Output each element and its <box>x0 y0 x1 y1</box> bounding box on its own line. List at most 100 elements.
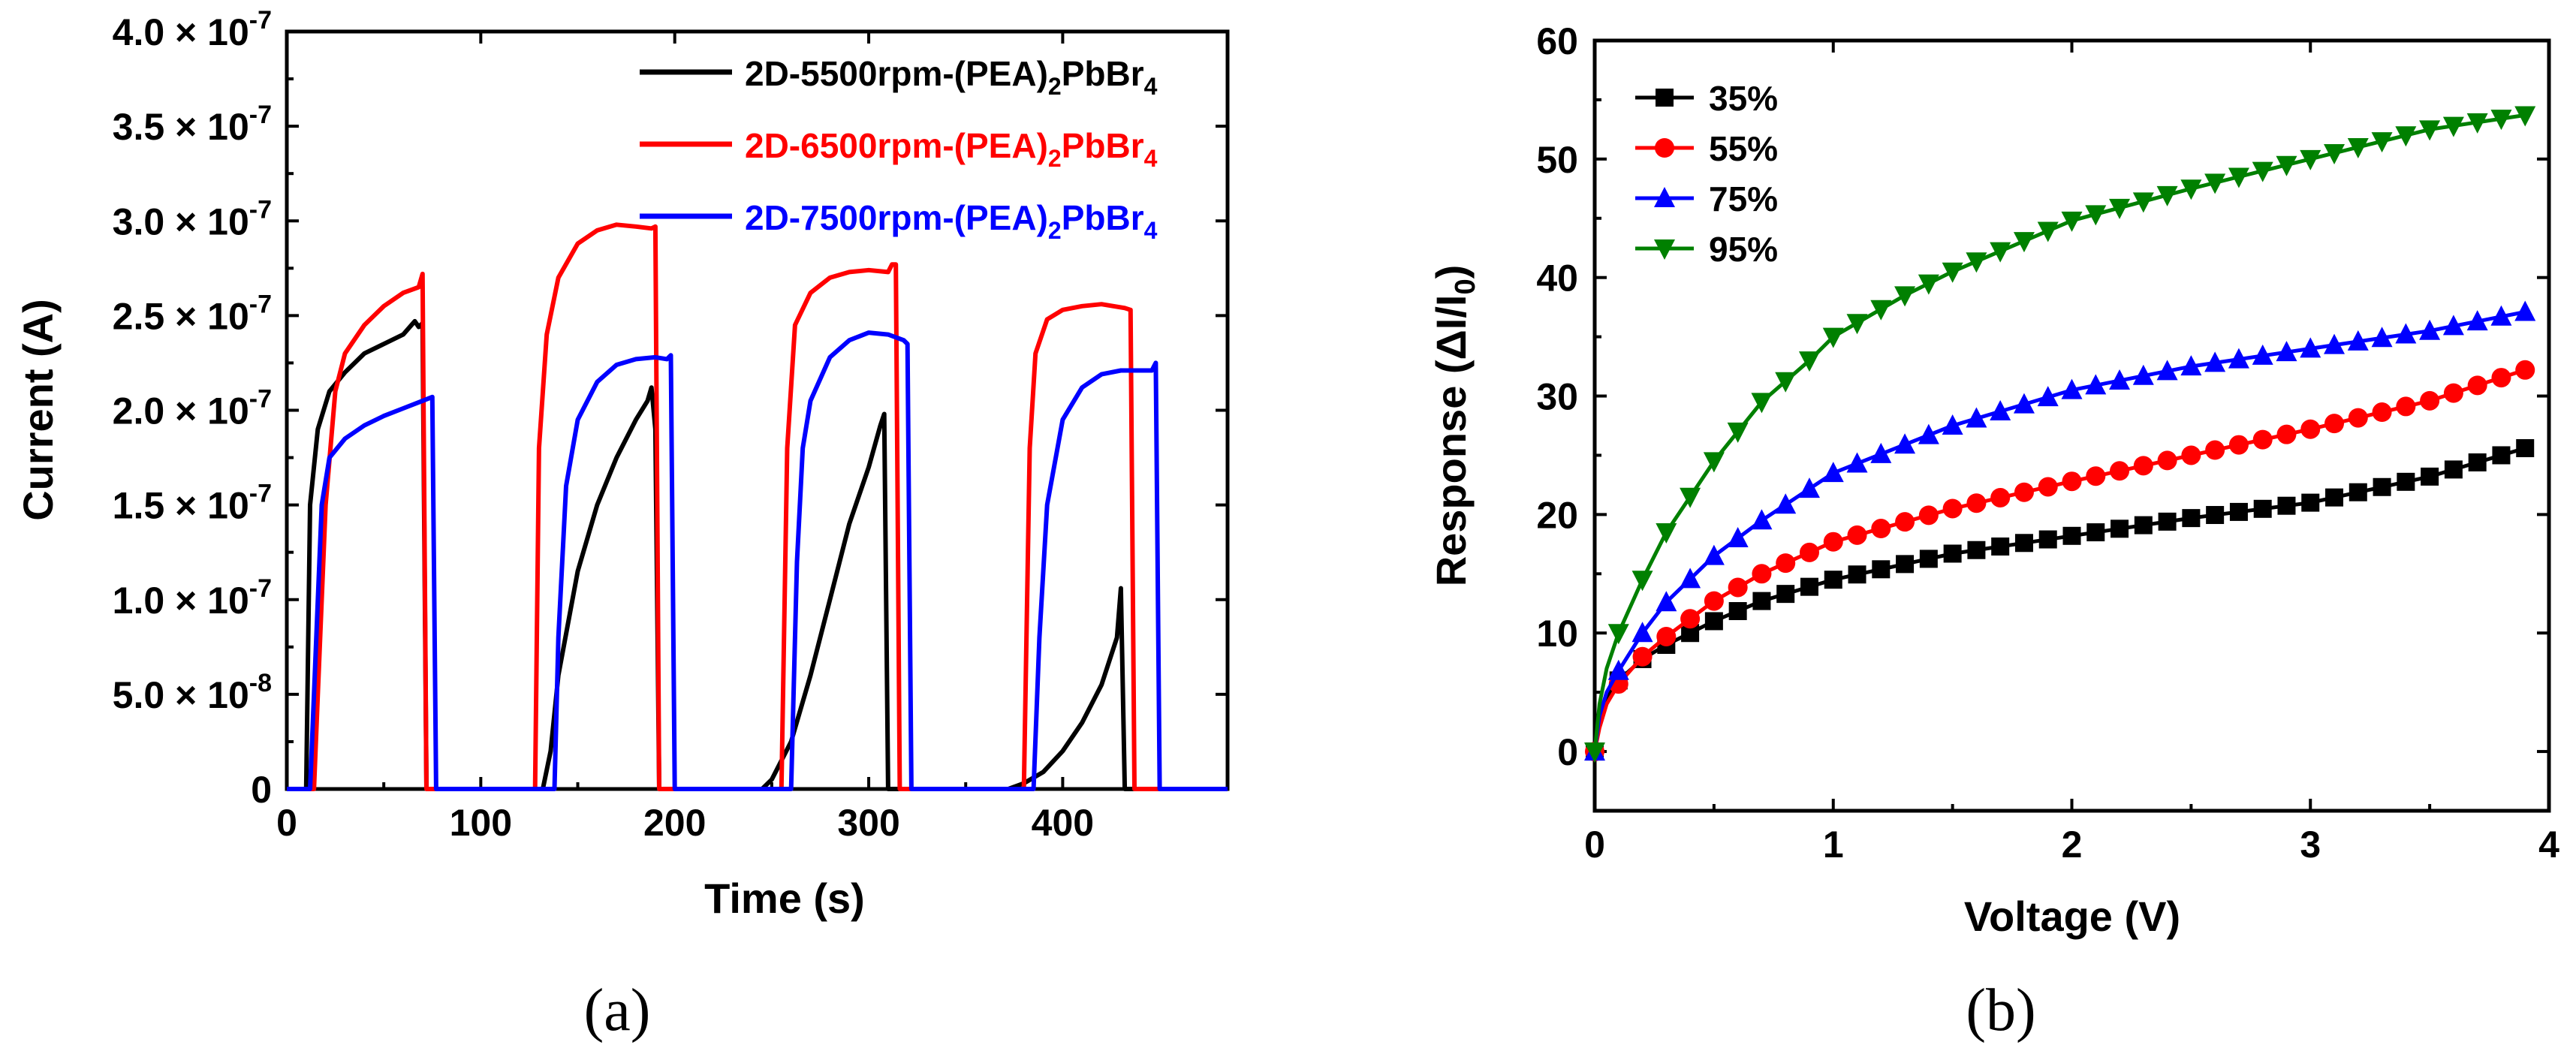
data-marker-35% <box>2421 467 2439 486</box>
data-marker-95% <box>2061 211 2083 232</box>
data-marker-35% <box>2397 472 2415 491</box>
data-marker-75% <box>1894 433 1916 454</box>
data-marker-55% <box>2372 402 2392 423</box>
data-marker-75% <box>1918 423 1939 444</box>
data-marker-35% <box>2062 526 2081 545</box>
legend-label-b: 55% <box>1709 129 1778 168</box>
data-marker-95% <box>2347 138 2369 159</box>
data-marker-95% <box>2395 126 2417 147</box>
data-marker-55% <box>1966 493 1987 513</box>
panel-a: 05.0 × 10-81.0 × 10-71.5 × 10-72.0 × 10-… <box>14 6 1230 1043</box>
data-marker-95% <box>2132 192 2154 213</box>
data-marker-75% <box>2204 351 2226 372</box>
data-marker-35% <box>2492 446 2511 465</box>
data-marker-55% <box>2252 429 2273 450</box>
data-marker-55% <box>1728 577 1748 598</box>
data-marker-75% <box>2514 300 2536 321</box>
data-marker-75% <box>1775 493 1797 514</box>
data-marker-55% <box>2157 450 2177 471</box>
data-marker-35% <box>1943 544 1962 563</box>
data-marker-55% <box>2396 396 2416 417</box>
data-marker-95% <box>1966 252 1987 273</box>
data-marker-55% <box>1680 609 1701 629</box>
data-marker-75% <box>2276 341 2297 362</box>
y-axis-label-b: Response (ΔI/I0) <box>1427 265 1481 587</box>
legend-subscript: 4 <box>1144 217 1158 244</box>
legend-subscript: 4 <box>1144 73 1158 100</box>
data-marker-75% <box>2132 364 2154 385</box>
data-marker-35% <box>1872 560 1891 579</box>
legend-subscript: 2 <box>1048 73 1062 100</box>
y-tick-exponent: -7 <box>249 480 272 508</box>
legend-marker-b <box>1656 89 1674 107</box>
data-marker-55% <box>2515 360 2535 380</box>
data-marker-35% <box>2158 512 2177 531</box>
data-marker-35% <box>1919 550 1938 568</box>
legend-text-part: 2D-6500rpm-(PEA) <box>745 126 1048 165</box>
panel-b: 0 10 20 30 40 50 60 0 1 2 3 4 35% 55% 75% 95% Voltage… <box>1427 20 2559 1043</box>
legend-a: 2D-5500rpm-(PEA)2PbBr42D-6500rpm-(PEA)2P… <box>640 54 1158 244</box>
y-tick-label-b: 50 <box>1536 139 1578 181</box>
data-marker-95% <box>1918 274 1939 295</box>
data-marker-95% <box>1846 314 1868 335</box>
data-marker-55% <box>2205 440 2225 460</box>
data-marker-95% <box>2371 132 2393 153</box>
data-marker-35% <box>2038 530 2057 549</box>
data-marker-95% <box>2252 161 2273 182</box>
y-tick-label-a: 3.0 × 10-7 <box>113 195 272 242</box>
y-tick-mantissa: 2.0 × 10 <box>113 390 249 432</box>
series-line-2D-7500rpm-(PEA)2PbBr4 <box>287 330 1228 791</box>
data-marker-95% <box>1631 571 1653 592</box>
data-marker-75% <box>1990 400 2011 421</box>
data-marker-75% <box>2061 378 2083 399</box>
legend-text-part: PbBr <box>1062 54 1144 93</box>
data-marker-35% <box>2325 488 2344 507</box>
data-marker-55% <box>2300 419 2321 439</box>
y-tick-mantissa: 1.5 × 10 <box>113 485 249 527</box>
legend-label-a: 2D-7500rpm-(PEA)2PbBr4 <box>745 198 1158 244</box>
data-marker-95% <box>1894 286 1916 307</box>
y-tick-mantissa: 3.0 × 10 <box>113 200 249 242</box>
data-marker-75% <box>2109 369 2131 390</box>
x-tick-label-a: 0 <box>276 802 297 844</box>
legend-marker-b <box>1654 239 1675 260</box>
data-marker-75% <box>2085 374 2107 395</box>
data-marker-35% <box>2277 496 2296 515</box>
data-marker-35% <box>1824 571 1842 589</box>
data-marker-75% <box>1870 442 1892 463</box>
data-marker-95% <box>2466 113 2488 134</box>
y-tick-exponent: -7 <box>249 195 272 224</box>
data-marker-55% <box>2133 456 2153 476</box>
data-marker-75% <box>2013 393 2035 414</box>
series-line-75% <box>1592 310 2526 752</box>
data-marker-55% <box>1871 519 1891 539</box>
x-tick-label-b: 4 <box>2538 824 2559 866</box>
data-marker-75% <box>2347 330 2369 351</box>
data-marker-55% <box>2276 424 2297 444</box>
data-marker-55% <box>1632 646 1653 667</box>
data-marker-75% <box>1822 462 1844 483</box>
data-marker-35% <box>2516 438 2535 457</box>
legend-label-b: 95% <box>1709 230 1778 269</box>
x-tick-label-b: 0 <box>1584 824 1605 866</box>
data-marker-95% <box>2300 149 2321 170</box>
data-marker-55% <box>2443 383 2463 403</box>
data-marker-95% <box>1798 351 1820 372</box>
data-marker-75% <box>2466 310 2488 331</box>
data-marker-55% <box>2110 461 2130 481</box>
data-marker-55% <box>2467 375 2487 396</box>
data-marker-55% <box>2324 414 2345 434</box>
series-line-2D-6500rpm-(PEA)2PbBr4 <box>287 222 1228 791</box>
x-tick-label-a: 200 <box>643 802 706 844</box>
data-marker-35% <box>2014 534 2033 553</box>
data-marker-95% <box>1751 393 1773 414</box>
data-marker-75% <box>1703 544 1725 565</box>
data-marker-55% <box>1942 498 1963 519</box>
data-marker-95% <box>1727 422 1749 443</box>
data-marker-95% <box>2013 232 2035 253</box>
data-marker-55% <box>1895 512 1915 532</box>
legend-subscript: 2 <box>1048 145 1062 172</box>
data-marker-55% <box>1823 532 1843 552</box>
y-tick-exponent: -7 <box>249 6 272 35</box>
data-marker-55% <box>2181 445 2201 465</box>
